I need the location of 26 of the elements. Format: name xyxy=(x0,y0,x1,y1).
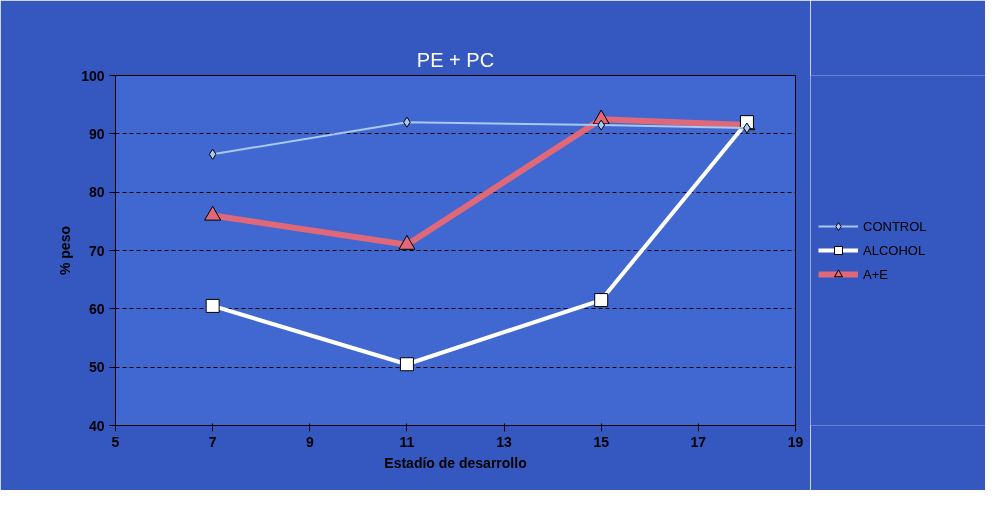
x-tick-label: 11 xyxy=(399,433,415,450)
point xyxy=(205,298,220,313)
x-tick-label: 17 xyxy=(690,433,707,450)
point xyxy=(597,119,606,131)
x-axis-title: Estadío de desarrollo xyxy=(384,454,527,471)
y-tick-label: 90 xyxy=(88,125,105,142)
point xyxy=(594,293,609,308)
x-tick-label: 13 xyxy=(496,433,513,450)
point xyxy=(399,357,414,372)
x-tick-label: 7 xyxy=(208,433,217,450)
x-tick-label: 15 xyxy=(593,433,610,450)
y-tick-label: 100 xyxy=(81,67,105,84)
x-tick-label: 9 xyxy=(305,433,314,450)
legend-label: CONTROL xyxy=(863,218,927,234)
x-tick-label: 19 xyxy=(787,433,804,450)
y-tick-label: 50 xyxy=(88,359,105,376)
legend-label: ALCOHOL xyxy=(863,242,926,258)
y-tick-label: 60 xyxy=(88,300,105,317)
point xyxy=(208,148,217,160)
legend-label: A+E xyxy=(863,266,888,282)
x-tick-label: 5 xyxy=(111,433,120,450)
y-tick-label: 80 xyxy=(88,184,105,201)
y-axis-title: % peso xyxy=(57,225,74,276)
chart-title: PE + PC xyxy=(416,48,495,71)
y-tick-label: 40 xyxy=(88,417,105,434)
y-tick-label: 70 xyxy=(88,242,105,259)
